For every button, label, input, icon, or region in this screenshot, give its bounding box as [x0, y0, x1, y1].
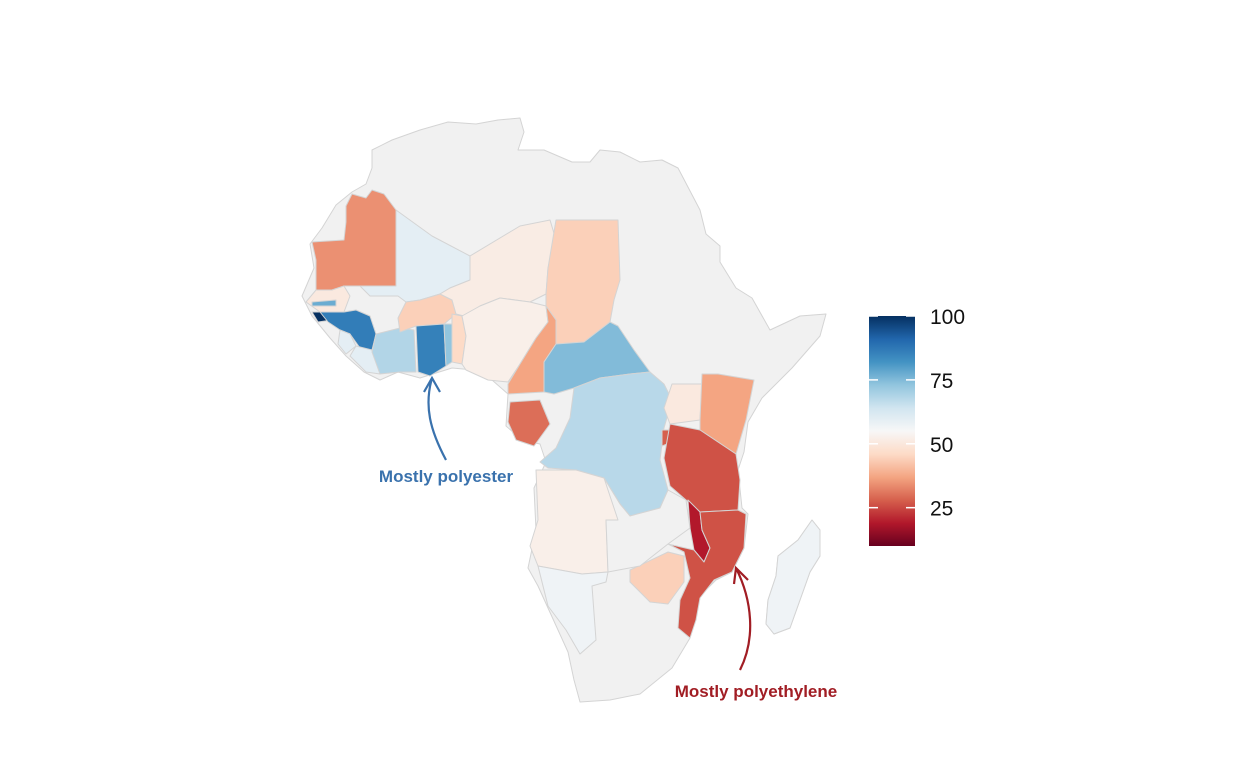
country-togo	[443, 323, 453, 367]
country-gambia	[311, 299, 337, 307]
legend-tick-label: 25	[930, 498, 953, 521]
country-namibia	[537, 565, 609, 655]
country-gabon	[507, 399, 551, 447]
polyethylene-annotation: Mostly polyethylene	[675, 682, 837, 701]
legend-tick-label: 50	[930, 434, 953, 457]
legend-tick-label: 75	[930, 370, 953, 393]
polyethylene-arrow	[732, 565, 752, 671]
country-ghana	[415, 323, 447, 377]
country-kenya	[699, 373, 755, 455]
legend-colorbar	[869, 316, 915, 546]
polyester-annotation: Mostly polyester	[379, 467, 514, 486]
country-zimbabwe	[629, 551, 685, 605]
country-sierra-leone	[337, 329, 357, 355]
country-zambia	[603, 477, 691, 573]
legend-tick-label: 100	[930, 306, 965, 329]
country-uganda	[663, 383, 703, 425]
polyester-arrow	[423, 375, 447, 461]
country-madagascar	[765, 519, 821, 635]
country-ivory-coast	[371, 327, 417, 375]
country-mozambique	[667, 509, 747, 639]
country-burkina-faso	[397, 293, 457, 333]
